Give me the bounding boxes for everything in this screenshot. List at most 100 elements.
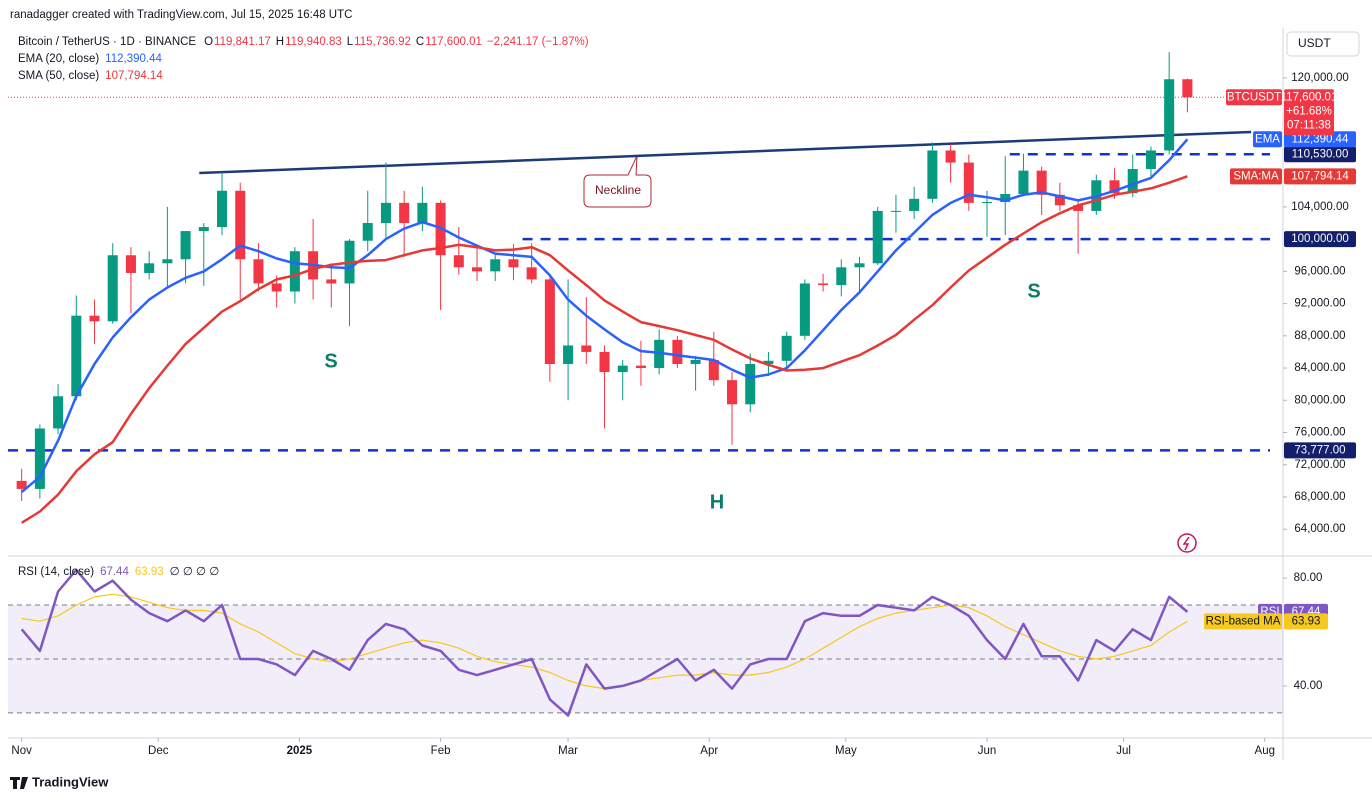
candle-body — [1127, 169, 1138, 194]
x-tick-label: Dec — [148, 745, 169, 757]
candle-body — [836, 267, 847, 286]
candle-body — [599, 351, 610, 373]
candle-body — [526, 267, 537, 280]
candle-body — [289, 251, 300, 292]
candle-body — [271, 283, 282, 292]
candle-body — [453, 255, 464, 268]
candle-body — [1145, 150, 1156, 170]
currency-button[interactable] — [1286, 31, 1360, 57]
candle-body — [89, 315, 100, 322]
y-tick-label: 104,000.00 — [1291, 201, 1349, 213]
currency[interactable]: USDT — [1298, 36, 1331, 50]
level-tag-box — [1284, 231, 1356, 248]
candle-body — [690, 359, 701, 365]
candle-body — [508, 259, 519, 268]
candle-body — [53, 396, 64, 429]
legend-series-value: 107,794.14 — [105, 70, 163, 82]
level-tag: 73,777.00 — [1294, 444, 1345, 456]
candle-body — [1036, 170, 1047, 195]
candle-body — [16, 480, 27, 489]
series-tag-name-box — [1230, 168, 1282, 185]
x-tick-label: May — [835, 745, 857, 757]
y-tick-label: 88,000.00 — [1294, 330, 1345, 342]
candle-body — [763, 360, 774, 365]
price-tag-box — [1284, 89, 1334, 136]
legend-ohlc-value: 115,736.92 — [354, 36, 411, 48]
candle-body — [945, 150, 956, 163]
candle-body — [71, 315, 82, 397]
candle-body — [217, 190, 228, 228]
candle-body — [617, 365, 628, 373]
candle-body — [727, 380, 738, 405]
alert-circle[interactable] — [1177, 533, 1197, 553]
alert-bolt[interactable] — [1182, 536, 1190, 551]
rsi-tag-value-box — [1284, 613, 1328, 630]
y-tick-label: 40.00 — [1294, 680, 1323, 692]
neckline — [199, 130, 1252, 175]
legend-series-name: EMA (20, close) — [18, 53, 99, 65]
y-tick-label: 84,000.00 — [1294, 362, 1345, 374]
neckline-callout: Neckline — [583, 155, 652, 208]
price-tag-name: BTCUSDT — [1227, 91, 1281, 103]
price-tag-countdown: 07:11:38 — [1287, 119, 1331, 131]
level-tag: 100,000.00 — [1291, 233, 1349, 245]
ma-line — [21, 175, 1188, 524]
y-tick-label: 76,000.00 — [1294, 427, 1345, 439]
candle-body — [854, 263, 865, 268]
candle-body — [362, 223, 373, 241]
legend-ohlc-key: L — [347, 36, 354, 48]
level-tag-box — [1284, 442, 1356, 459]
pattern-label: S — [324, 350, 337, 372]
price-tag-name-box — [1226, 89, 1282, 106]
candle-body — [818, 283, 829, 286]
candle-body — [890, 210, 901, 212]
rsi-tag-name: RSI-based MA — [1206, 615, 1281, 627]
candle-body — [1109, 180, 1120, 194]
legend-ohlc-value: 119,940.83 — [285, 36, 342, 48]
rsi-tag-name-box — [1204, 613, 1282, 630]
candle-body — [544, 279, 555, 365]
x-tick-label: 2025 — [287, 745, 313, 757]
y-tick-label: 96,000.00 — [1294, 265, 1345, 277]
candle-body — [235, 190, 246, 260]
ma-line — [20, 138, 1189, 494]
candle-body — [563, 345, 574, 365]
candle-body — [1164, 79, 1175, 151]
alert-icon[interactable] — [1177, 533, 1197, 553]
level-tag-box — [1284, 146, 1356, 163]
brand: TradingView — [32, 774, 109, 789]
rsi-legend-value: 63.93 — [135, 566, 164, 578]
legend-ohlc-value: 117,600.01 — [425, 36, 482, 48]
candle-body — [125, 255, 136, 273]
series-tag-value-box — [1284, 168, 1356, 185]
candle-body — [672, 339, 683, 365]
candle-body — [799, 283, 810, 336]
candle-body — [380, 202, 391, 224]
candle-body — [472, 267, 483, 272]
rsi-legend-extra: ∅ ∅ ∅ ∅ — [170, 566, 220, 578]
series-tag-value: 107,794.14 — [1291, 170, 1349, 182]
candle-body — [253, 259, 264, 284]
candle-body — [909, 198, 920, 211]
candle-body — [34, 428, 45, 489]
y-tick-label: 80.00 — [1294, 572, 1323, 584]
y-tick-label: 80,000.00 — [1294, 394, 1345, 406]
candle-body — [180, 231, 191, 260]
y-tick-label: 68,000.00 — [1294, 491, 1345, 503]
candle-body — [399, 202, 410, 224]
candle-body — [1182, 79, 1193, 98]
y-tick-label: 64,000.00 — [1294, 523, 1345, 535]
legend-ohlc-key: O — [204, 36, 213, 48]
candle-body — [745, 364, 756, 405]
candle-body — [635, 365, 646, 369]
candle-body — [581, 345, 592, 352]
candle-body — [1054, 194, 1065, 206]
x-tick-label: Feb — [431, 745, 451, 757]
x-tick-label: Jun — [978, 745, 997, 757]
candle-body — [781, 335, 792, 361]
rsi-line — [20, 568, 1189, 717]
legend-series-value: 112,390.44 — [105, 53, 162, 65]
legend-ohlc-key: C — [416, 36, 424, 48]
series-tag-name: EMA — [1255, 133, 1280, 145]
